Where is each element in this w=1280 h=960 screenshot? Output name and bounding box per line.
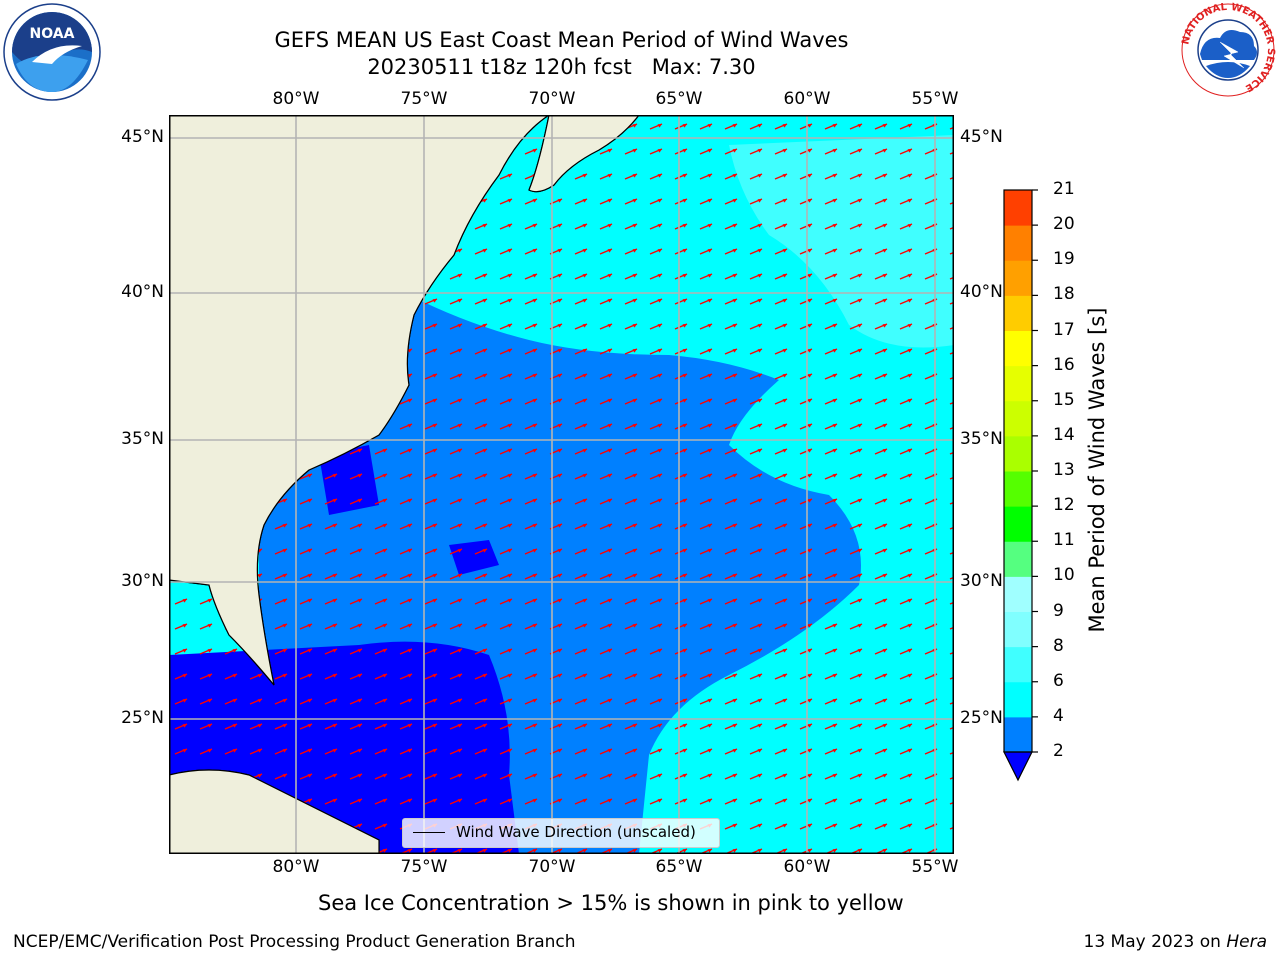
producer-footer: NCEP/EMC/Verification Post Processing Pr… [13, 932, 576, 952]
lon-label-bottom: 65°W [655, 857, 703, 877]
colorbar-segment [1004, 716, 1032, 753]
map-legend: Wind Wave Direction (unscaled) [402, 818, 720, 848]
colorbar-segment [1004, 576, 1032, 612]
colorbar-tick-label: 15 [1053, 389, 1075, 410]
colorbar-segment [1004, 190, 1032, 226]
colorbar-tick-label: 14 [1053, 424, 1075, 445]
lon-label-top: 75°W [400, 89, 448, 109]
colorbar-tick-label: 13 [1053, 460, 1075, 480]
colorbar-tick-label: 18 [1053, 284, 1075, 305]
colorbar-title: Mean Period of Wind Waves [s] [1085, 307, 1109, 633]
colorbar-segment [1004, 400, 1032, 437]
colorbar-segment [1004, 646, 1032, 683]
lat-label-right: 40°N [960, 282, 1003, 302]
lat-label-left: 25°N [121, 708, 164, 728]
lon-label-top: 55°W [911, 89, 959, 109]
colorbar-tick-label: 21 [1053, 179, 1075, 199]
colorbar-tick-label: 9 [1053, 600, 1064, 621]
lon-label-bottom: 70°W [528, 857, 576, 877]
colorbar-segment [1004, 541, 1032, 577]
colorbar-under-extension [1003, 751, 1033, 782]
colorbar-tick-label: 12 [1053, 495, 1075, 516]
sea-ice-note: Sea Ice Concentration > 15% is shown in … [318, 891, 904, 915]
colorbar-segment [1004, 260, 1032, 296]
lat-label-right: 30°N [960, 571, 1003, 591]
lat-label-left: 30°N [121, 571, 164, 591]
colorbar-segment [1004, 435, 1032, 472]
colorbar-tick-label: 2 [1053, 741, 1064, 761]
colorbar-tick-label: 11 [1053, 530, 1075, 551]
colorbar-tick-label: 8 [1053, 635, 1064, 656]
svg-text:NOAA: NOAA [30, 26, 75, 42]
colorbar-segment [1004, 611, 1032, 648]
lon-label-bottom: 60°W [783, 857, 831, 877]
colorbar-segment [1004, 681, 1032, 718]
graticule [169, 115, 954, 854]
footer-machine: Hera [1226, 932, 1267, 952]
colorbar-tick-label: 20 [1053, 214, 1075, 235]
legend-label: Wind Wave Direction (unscaled) [456, 823, 696, 841]
colorbar-tick-label: 19 [1053, 249, 1075, 270]
colorbar-segment [1004, 506, 1032, 542]
footer-date: 13 May 2023 on [1083, 932, 1221, 952]
title-line1: GEFS MEAN US East Coast Mean Period of W… [274, 28, 849, 52]
lat-label-right: 35°N [960, 429, 1003, 449]
lon-label-top: 60°W [783, 89, 831, 109]
lat-label-right: 25°N [960, 708, 1003, 728]
lat-label-left: 35°N [121, 429, 164, 449]
wave-period-map [169, 115, 954, 854]
colorbar-tick-label: 4 [1053, 705, 1064, 726]
nws-logo: NATIONAL WEATHER SERVICE [1180, 2, 1276, 97]
lon-label-bottom: 80°W [272, 857, 320, 877]
colorbar-segment [1004, 330, 1032, 367]
lat-label-left: 40°N [121, 282, 164, 302]
colorbar-segment [1004, 365, 1032, 402]
lon-label-bottom: 75°W [400, 857, 448, 877]
lon-label-bottom: 55°W [911, 857, 959, 877]
title-line2: 20230511 t18z 120h fcst Max: 7.30 [367, 55, 756, 79]
lon-label-top: 65°W [655, 89, 703, 109]
colorbar-tick-label: 16 [1053, 354, 1075, 375]
lon-label-top: 80°W [272, 89, 320, 109]
colorbar-segment [1004, 295, 1032, 331]
colorbar-tick-label: 6 [1053, 670, 1064, 691]
colorbar-tick-label: 10 [1053, 565, 1075, 586]
lon-label-top: 70°W [528, 89, 576, 109]
noaa-logo: NOAA [3, 3, 101, 101]
lat-label-left: 45°N [121, 127, 164, 147]
date-footer: 13 May 2023 on Hera [1084, 932, 1268, 952]
lat-label-right: 45°N [960, 127, 1003, 147]
colorbar-segment [1004, 471, 1032, 507]
colorbar-segment [1004, 225, 1032, 261]
colorbar-tick-label: 17 [1053, 319, 1075, 340]
colorbar [1003, 189, 1038, 782]
legend-line-sample [413, 832, 445, 833]
